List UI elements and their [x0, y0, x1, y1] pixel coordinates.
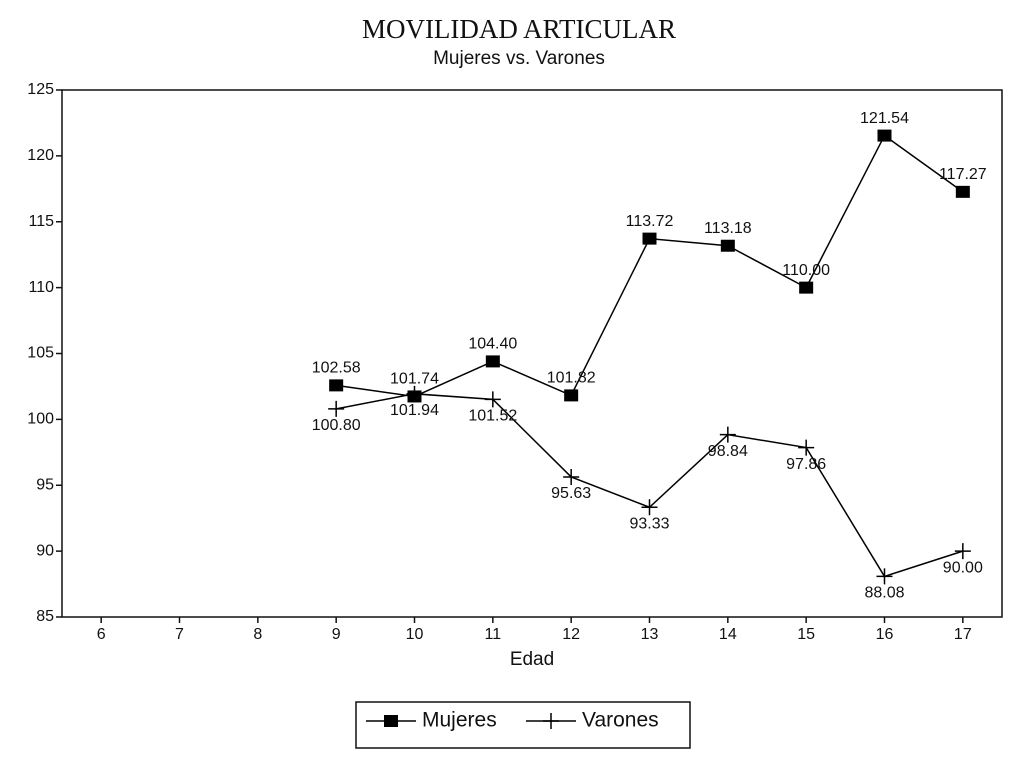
- x-tick-label: 6: [97, 626, 106, 643]
- marker: [876, 568, 893, 585]
- data-label: 104.40: [468, 336, 517, 353]
- y-tick-label: 120: [27, 147, 54, 164]
- marker: [719, 426, 736, 443]
- marker: [564, 389, 579, 402]
- data-label: 93.33: [629, 515, 669, 532]
- data-label: 101.52: [468, 408, 517, 425]
- marker: [720, 239, 735, 252]
- marker: [954, 543, 971, 560]
- data-label: 98.84: [708, 443, 748, 460]
- marker: [799, 281, 814, 294]
- x-tick-label: 17: [954, 626, 972, 643]
- data-label: 110.00: [782, 262, 830, 279]
- data-label: 90.00: [943, 559, 983, 576]
- marker: [328, 400, 345, 417]
- series-line: [336, 393, 964, 578]
- x-tick-label: 11: [485, 626, 502, 643]
- marker: [485, 355, 500, 368]
- data-label: 101.82: [547, 370, 596, 387]
- y-tick-label: 85: [36, 608, 54, 625]
- x-tick-label: 10: [406, 626, 424, 643]
- series-line: [336, 134, 964, 398]
- y-tick-label: 90: [36, 542, 54, 559]
- data-label: 88.08: [864, 585, 904, 602]
- marker: [329, 379, 344, 392]
- marker: [543, 713, 559, 729]
- x-tick-label: 15: [797, 626, 815, 643]
- data-label: 121.54: [860, 110, 909, 127]
- data-label: 95.63: [551, 485, 591, 502]
- marker: [642, 232, 657, 245]
- marker: [406, 385, 423, 402]
- x-tick-label: 8: [253, 626, 262, 643]
- y-tick-label: 125: [27, 81, 54, 98]
- y-tick-label: 100: [27, 411, 54, 428]
- data-label: 101.74: [390, 371, 439, 388]
- data-label: 102.58: [312, 360, 361, 377]
- x-tick-label: 12: [562, 626, 580, 643]
- legend-label: Varones: [582, 709, 659, 732]
- y-tick-label: 95: [36, 476, 54, 493]
- y-tick-label: 110: [28, 279, 54, 296]
- x-tick-label: 16: [876, 626, 894, 643]
- data-label: 100.80: [312, 417, 361, 434]
- y-tick-label: 105: [27, 345, 54, 362]
- data-label: 97.86: [786, 456, 826, 473]
- x-axis-label: Edad: [510, 649, 554, 670]
- marker: [484, 391, 501, 408]
- data-label: 113.18: [704, 220, 752, 237]
- marker: [641, 499, 658, 516]
- x-tick-label: 7: [175, 626, 184, 643]
- marker: [384, 715, 398, 727]
- chart-title: MOVILIDAD ARTICULAR: [362, 14, 676, 44]
- legend-box: [355, 701, 691, 749]
- chart-subtitle: Mujeres vs. Varones: [433, 48, 605, 69]
- data-label: 101.94: [390, 402, 439, 419]
- x-tick-label: 13: [641, 626, 659, 643]
- x-tick-label: 14: [719, 626, 737, 643]
- marker: [877, 129, 892, 142]
- marker: [563, 468, 580, 485]
- data-label: 117.27: [939, 166, 987, 183]
- marker: [798, 439, 815, 456]
- x-tick-label: 9: [332, 626, 341, 643]
- legend-label: Mujeres: [422, 709, 497, 732]
- data-label: 113.72: [626, 213, 674, 230]
- marker: [955, 185, 970, 198]
- y-tick-label: 115: [28, 213, 54, 230]
